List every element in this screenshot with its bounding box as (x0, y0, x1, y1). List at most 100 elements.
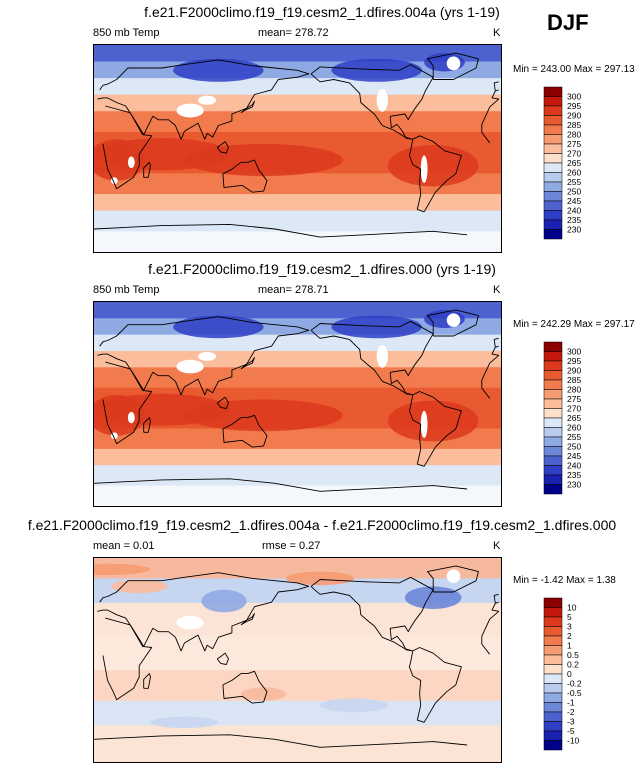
masked-region (420, 410, 428, 438)
colorbar-box (543, 721, 563, 732)
coastline (240, 100, 255, 114)
colorbar-box (543, 86, 563, 97)
panel-bottom-colorbar: 10 5 3 2 1 0.5 0.2 0 -0.2 -0.5 -1 -2 -3 -5 -10 (543, 597, 604, 758)
colorbar-box (543, 408, 563, 419)
panel-top-title: f.e21.F2000climo.f19_f19.cesm2_1.dfires.… (144, 4, 500, 20)
field-band (94, 194, 501, 212)
colorbar-label: 5 (567, 612, 572, 622)
panel-middle-unit: K (493, 284, 501, 296)
masked-region (176, 359, 204, 374)
colorbar-label: 245 (567, 196, 581, 206)
panel-middle-mean: mean= 278.71 (258, 284, 329, 296)
cold-region (173, 315, 264, 339)
colorbar-box (543, 474, 563, 485)
colorbar-label: 270 (567, 149, 581, 159)
colorbar-label: 230 (567, 480, 581, 490)
colorbar-label: 290 (567, 366, 581, 376)
colorbar-box (543, 389, 563, 400)
colorbar-box (543, 191, 563, 202)
field-band (94, 635, 501, 671)
colorbar-label: 0 (567, 669, 572, 679)
coastline (427, 52, 479, 80)
field-band (94, 94, 501, 112)
anomaly-blob (150, 716, 219, 728)
coastline (222, 159, 268, 193)
colorbar-box (543, 360, 563, 371)
masked-region (176, 615, 204, 630)
warm-core (387, 145, 479, 187)
coastline (408, 135, 462, 213)
masked-region (127, 411, 135, 424)
colorbar-label: -0.2 (567, 679, 582, 689)
colorbar-label: 250 (567, 442, 581, 452)
field-band (94, 485, 501, 506)
panel-middle-colorbar: 300 295 290 285 280 275 270 265 260 255 250 245 240 2… (543, 341, 604, 502)
colorbar-label: 285 (567, 120, 581, 130)
coastline (102, 617, 491, 701)
colorbar-label: 255 (567, 177, 581, 187)
colorbar-label: 240 (567, 206, 581, 216)
colorbar-label: 0.5 (567, 650, 579, 660)
coastline (143, 417, 151, 433)
panel-top-minmax: Min = 243.00 Max = 297.13 (513, 64, 635, 75)
field-band (94, 670, 501, 702)
colorbar-box (543, 96, 563, 107)
colorbar-label: 240 (567, 461, 581, 471)
masked-region (446, 56, 461, 71)
field-band (94, 367, 501, 389)
colorbar-box (543, 635, 563, 646)
colorbar-label: 280 (567, 385, 581, 395)
colorbar-label: 255 (567, 432, 581, 442)
warm-core (94, 139, 145, 181)
colorbar-label: 235 (567, 470, 581, 480)
colorbar-label: 275 (567, 139, 581, 149)
colorbar-label: -5 (567, 726, 575, 736)
masked-region (376, 88, 388, 112)
colorbar-box (543, 115, 563, 126)
anomaly-blob (240, 687, 287, 701)
masked-region (176, 103, 204, 118)
coastline (408, 391, 462, 467)
coastline (240, 357, 255, 370)
masked-region (198, 351, 217, 361)
colorbar-box (543, 398, 563, 409)
colorbar-label: 230 (567, 225, 581, 235)
field-band (94, 465, 501, 487)
colorbar-label: 260 (567, 168, 581, 178)
colorbar-box (543, 436, 563, 447)
panel-bottom-map (93, 557, 502, 763)
coastline (216, 141, 229, 154)
colorbar-box (543, 351, 563, 362)
colorbar-box (543, 219, 563, 230)
coastline (216, 396, 229, 409)
coastline (310, 576, 434, 652)
coastline (222, 414, 268, 448)
season-label: DJF (547, 10, 589, 35)
anomaly-blob (201, 589, 247, 613)
panel-bottom-mean: mean = 0.01 (93, 540, 155, 552)
panel-top-map (93, 44, 502, 253)
panel-bottom-minmax: Min = -1.42 Max = 1.38 (513, 575, 616, 586)
field-band (94, 78, 501, 96)
coastline (493, 593, 499, 604)
colorbar-label: 10 (567, 603, 577, 613)
cold-region (173, 58, 264, 82)
colorbar-label: 3 (567, 622, 572, 632)
colorbar-box (543, 427, 563, 438)
colorbar-box (543, 730, 563, 741)
coastline (102, 105, 491, 190)
panel-middle-variable: 850 mb Temp (93, 284, 160, 296)
colorbar-label: 295 (567, 101, 581, 111)
colorbar-box (543, 616, 563, 627)
colorbar-box (543, 673, 563, 684)
warm-core (184, 143, 343, 177)
colorbar-box (543, 200, 563, 211)
colorbar-label: 275 (567, 394, 581, 404)
colorbar-box (543, 181, 563, 192)
colorbar-box (543, 162, 563, 173)
coastline (310, 64, 434, 140)
panel-top-variable: 850 mb Temp (93, 27, 160, 39)
warm-core (387, 400, 479, 442)
panel-middle-title: f.e21.F2000climo.f19_f19.cesm2_1.dfires.… (148, 261, 496, 277)
anomaly-blob (286, 571, 355, 586)
